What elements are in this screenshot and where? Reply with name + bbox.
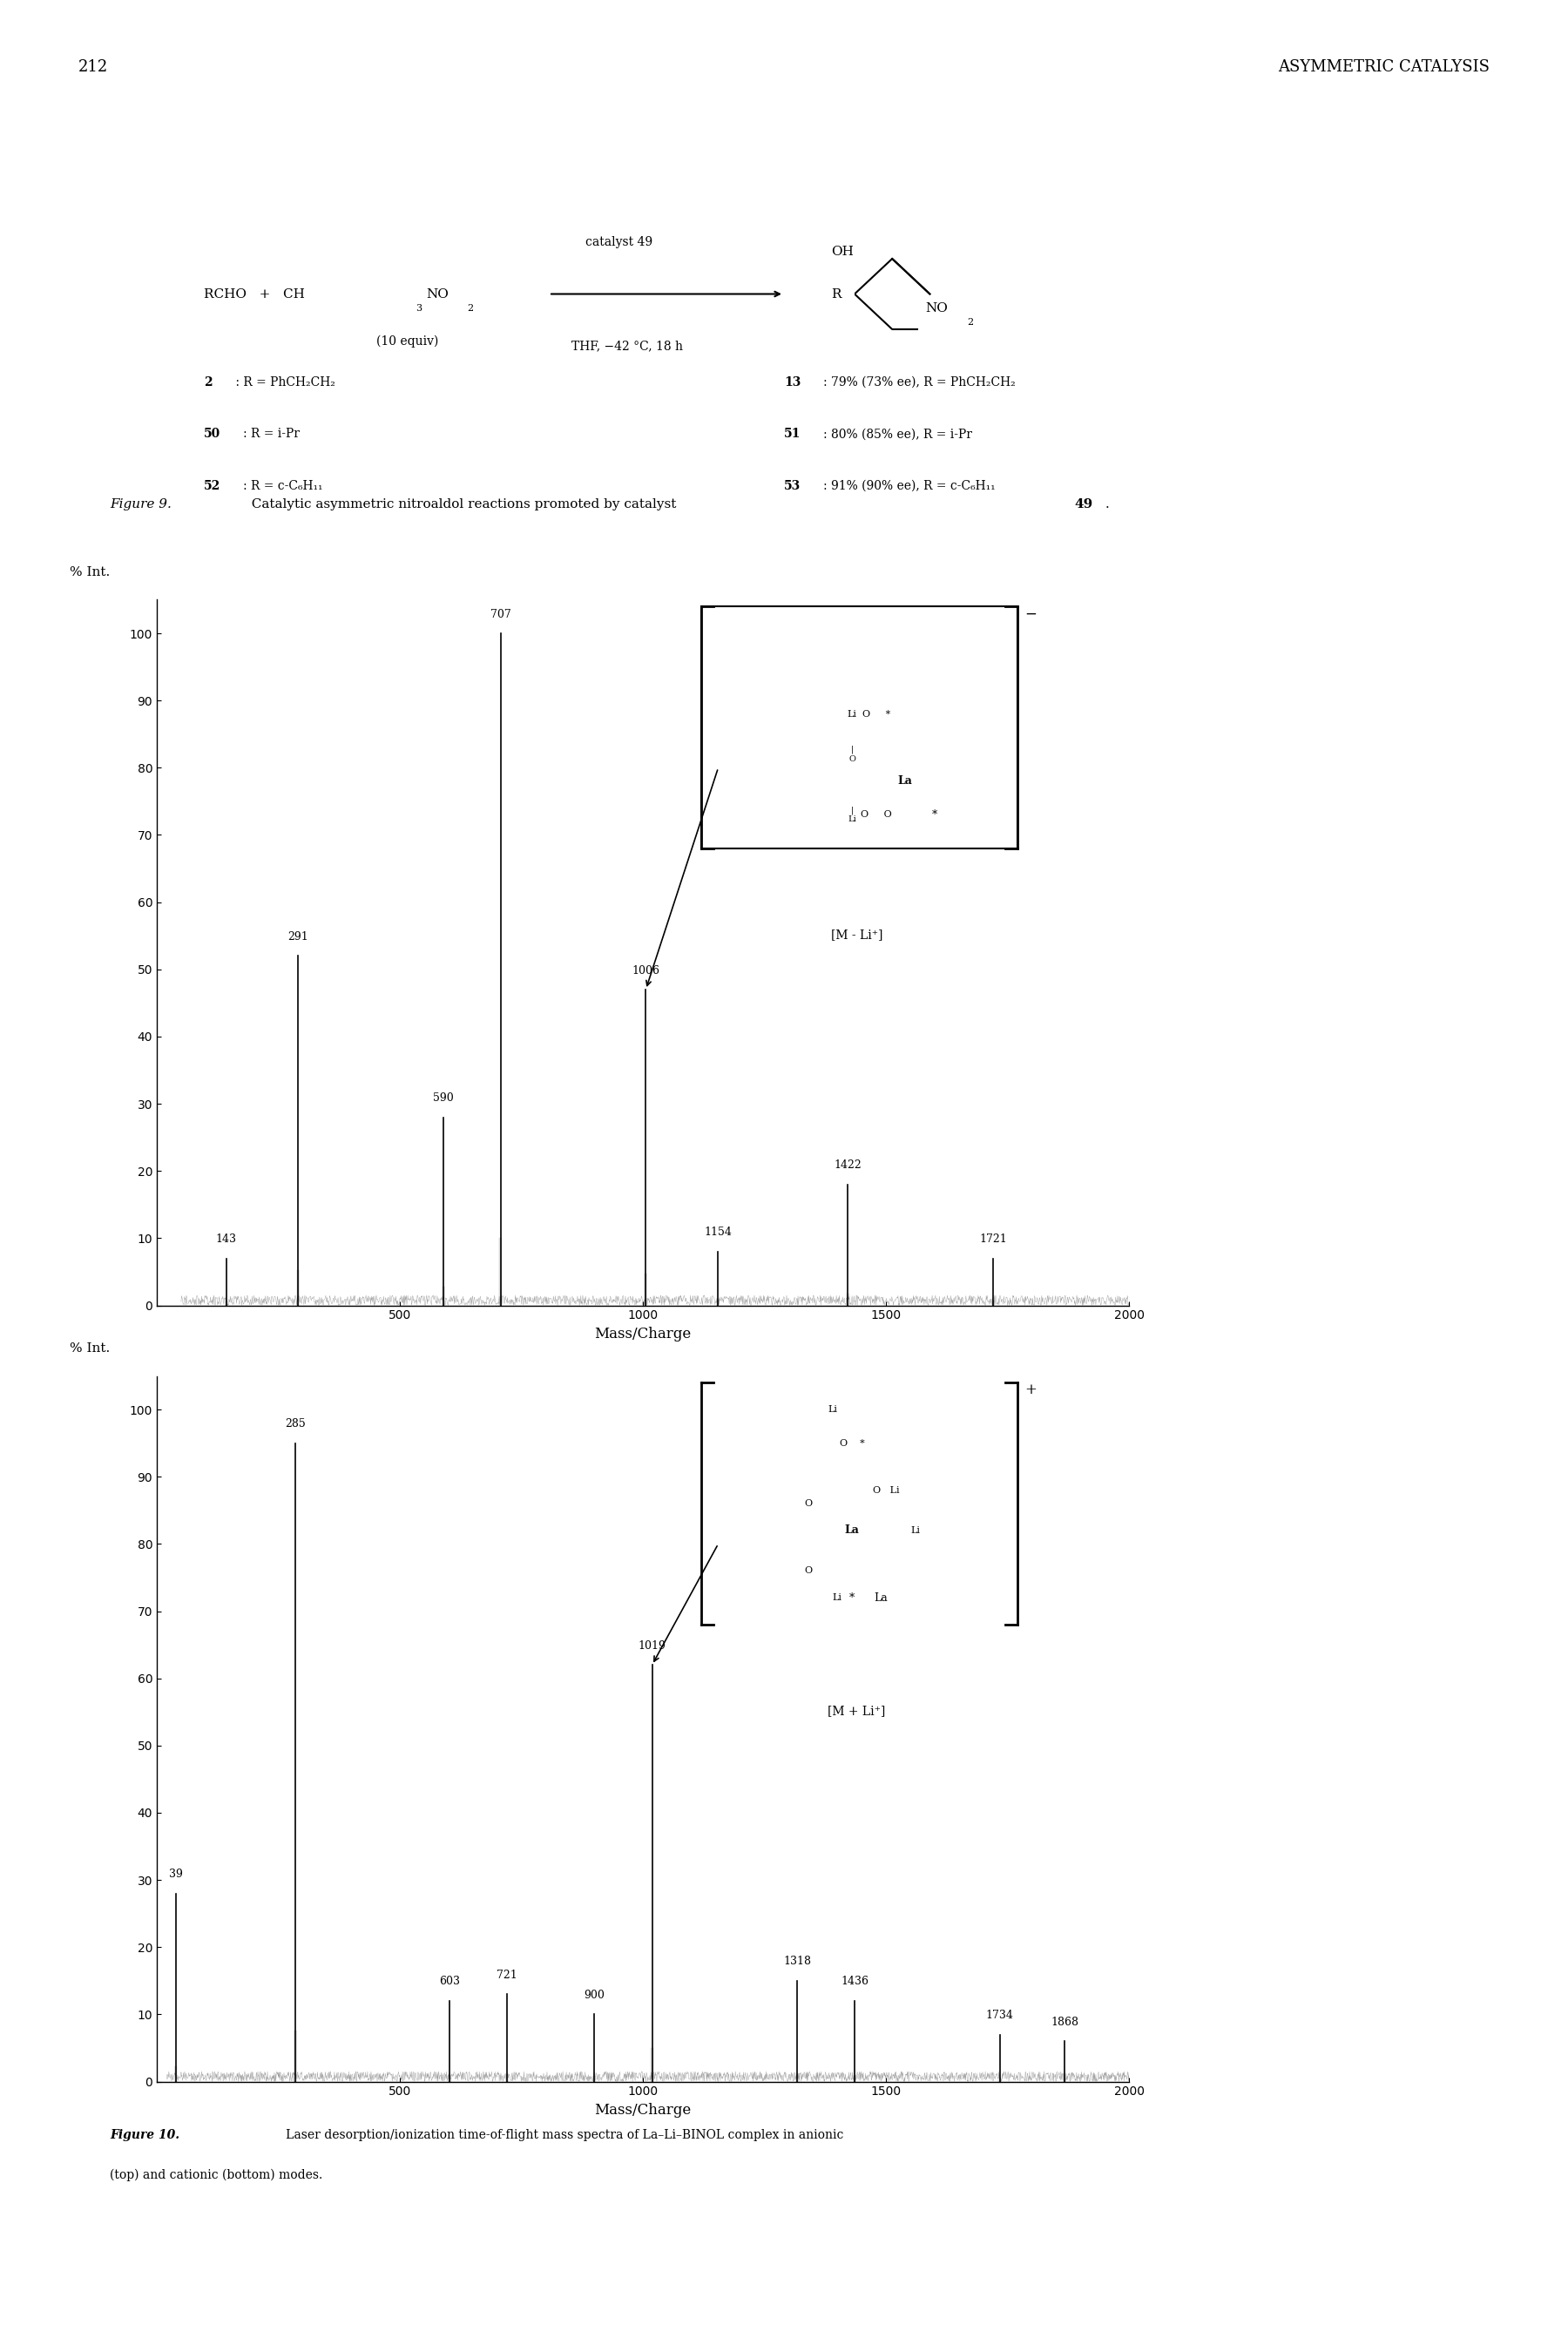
Text: [M + Li⁺]: [M + Li⁺] — [828, 1705, 886, 1717]
Text: 603: 603 — [439, 1976, 461, 1987]
Text: 13: 13 — [784, 376, 801, 388]
Text: OH: OH — [831, 245, 853, 259]
Text: 1019: 1019 — [638, 1639, 666, 1651]
Text: O     *: O * — [862, 710, 891, 717]
Bar — [701, 607, 1018, 849]
Text: % Int.: % Int. — [69, 567, 110, 579]
Text: 900: 900 — [583, 1990, 605, 2002]
Text: NO: NO — [925, 301, 947, 315]
Text: |
O: | O — [848, 746, 855, 762]
Text: : 79% (73% ee), R = PhCH₂CH₂: : 79% (73% ee), R = PhCH₂CH₂ — [823, 376, 1016, 388]
Text: 49: 49 — [1074, 499, 1093, 510]
Text: −: − — [1024, 607, 1036, 621]
Text: 2: 2 — [467, 303, 474, 313]
Text: 212: 212 — [78, 59, 108, 75]
Text: RCHO   +   CH: RCHO + CH — [204, 287, 304, 301]
Text: R: R — [831, 287, 840, 301]
Text: 1721: 1721 — [980, 1232, 1007, 1244]
Text: catalyst 49: catalyst 49 — [586, 235, 652, 249]
Text: Laser desorption/ionization time-of-flight mass spectra of La–Li–BINOL complex i: Laser desorption/ionization time-of-flig… — [274, 2129, 844, 2140]
Text: +: + — [1024, 1383, 1036, 1397]
X-axis label: Mass/Charge: Mass/Charge — [594, 2103, 691, 2117]
Text: O: O — [804, 1566, 812, 1576]
Text: : 91% (90% ee), R = c-C₆H₁₁: : 91% (90% ee), R = c-C₆H₁₁ — [823, 480, 996, 492]
Text: *: * — [931, 809, 938, 821]
Text: Li: Li — [833, 1592, 842, 1602]
Text: (10 equiv): (10 equiv) — [376, 334, 439, 348]
Text: Catalytic asymmetric nitroaldol reactions promoted by catalyst: Catalytic asymmetric nitroaldol reaction… — [243, 499, 681, 510]
Text: 3: 3 — [416, 303, 422, 313]
Text: 721: 721 — [497, 1969, 517, 1980]
Text: 2: 2 — [204, 376, 212, 388]
Text: : R = c-C₆H₁₁: : R = c-C₆H₁₁ — [243, 480, 323, 492]
Text: Li: Li — [828, 1404, 837, 1414]
Text: La: La — [898, 776, 913, 788]
Text: 39: 39 — [169, 1867, 182, 1879]
Text: THF, −42 °C, 18 h: THF, −42 °C, 18 h — [571, 339, 684, 353]
Text: 285: 285 — [285, 1418, 306, 1430]
Text: 707: 707 — [491, 609, 511, 621]
Text: Figure 9.: Figure 9. — [110, 499, 171, 510]
Text: : R = i-Pr: : R = i-Pr — [243, 428, 299, 440]
Text: 1436: 1436 — [840, 1976, 869, 1987]
Text: O     O: O O — [861, 811, 892, 818]
Text: 52: 52 — [204, 480, 221, 492]
Text: O: O — [804, 1498, 812, 1508]
Text: 50: 50 — [204, 428, 221, 440]
Text: (top) and cationic (bottom) modes.: (top) and cationic (bottom) modes. — [110, 2169, 323, 2180]
Text: 143: 143 — [216, 1232, 237, 1244]
Text: Figure 10.: Figure 10. — [110, 2129, 180, 2140]
Text: 291: 291 — [289, 931, 309, 943]
Text: 1154: 1154 — [704, 1228, 732, 1237]
Text: .: . — [1105, 499, 1110, 510]
Text: ASYMMETRIC CATALYSIS: ASYMMETRIC CATALYSIS — [1278, 59, 1490, 75]
Text: 590: 590 — [433, 1091, 453, 1103]
Text: : 80% (85% ee), R = i-Pr: : 80% (85% ee), R = i-Pr — [823, 428, 972, 440]
Text: La: La — [845, 1524, 859, 1536]
Text: 1868: 1868 — [1051, 2016, 1079, 2027]
Text: [M - Li⁺]: [M - Li⁺] — [831, 929, 883, 941]
Text: : R = PhCH₂CH₂: : R = PhCH₂CH₂ — [232, 376, 336, 388]
Text: 53: 53 — [784, 480, 801, 492]
Text: 1006: 1006 — [632, 964, 660, 976]
Text: *: * — [850, 1592, 855, 1604]
Text: O   Li: O Li — [872, 1486, 900, 1494]
Text: Li: Li — [847, 710, 856, 717]
Text: 2: 2 — [967, 318, 974, 327]
Text: |
Li: | Li — [848, 807, 856, 823]
X-axis label: Mass/Charge: Mass/Charge — [594, 1327, 691, 1341]
Text: 1422: 1422 — [834, 1160, 862, 1171]
Text: O    *: O * — [839, 1439, 864, 1446]
Text: 1734: 1734 — [986, 2009, 1013, 2020]
Text: % Int.: % Int. — [69, 1343, 110, 1355]
Text: NO: NO — [426, 287, 448, 301]
Text: Li: Li — [911, 1526, 920, 1536]
Text: 51: 51 — [784, 428, 801, 440]
Text: La: La — [875, 1592, 887, 1604]
Text: 1318: 1318 — [784, 1957, 811, 1966]
